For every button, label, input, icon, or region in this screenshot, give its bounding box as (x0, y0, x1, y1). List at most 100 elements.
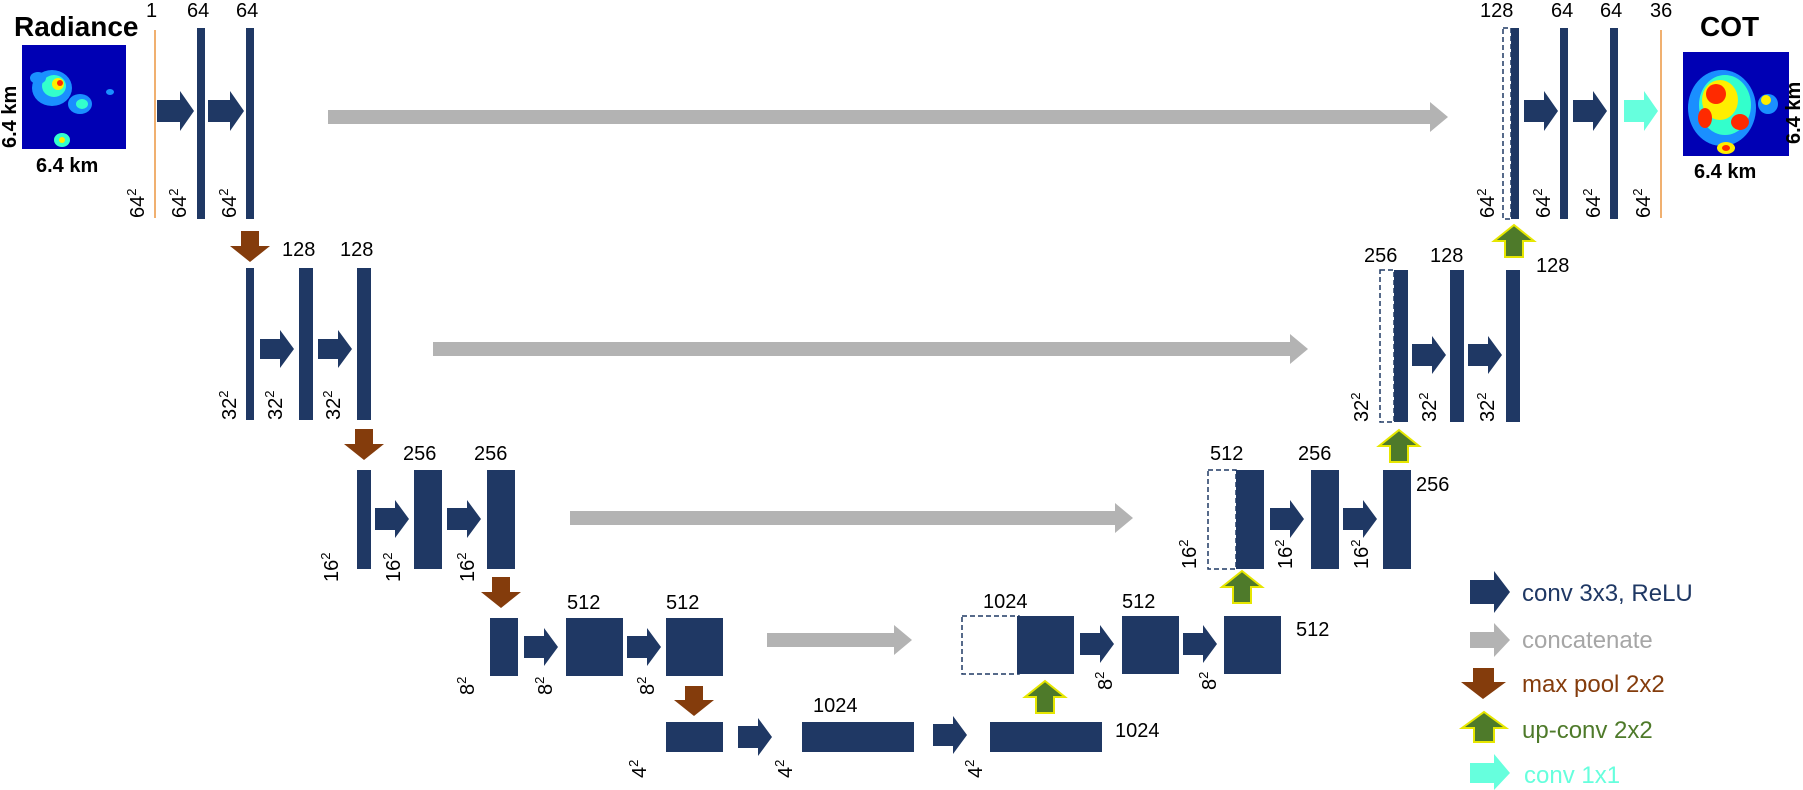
feature-map (357, 470, 371, 569)
channel-label: 64 (1551, 0, 1573, 22)
size-label: 642 (1474, 189, 1499, 218)
legend-label: conv 1x1 (1524, 762, 1620, 789)
conv-arrow-icon (1343, 500, 1377, 538)
size-label: 82 (454, 677, 479, 695)
legend: conv 3x3, ReLU concatenate max pool 2x2 … (1458, 571, 1693, 790)
size-label: 82 (1092, 672, 1117, 690)
legend-item: conv 1x1 (1470, 754, 1620, 790)
conv1x1-arrow-icon (1624, 91, 1658, 131)
feature-map (666, 618, 723, 676)
conv-arrow-icon (260, 330, 294, 368)
size-label: 642 (1530, 189, 1555, 218)
legend-item: up-conv 2x2 (1458, 710, 1653, 744)
channel-label: 256 (1416, 474, 1449, 496)
maxpool-arrow-icon (674, 686, 714, 716)
upconv-arrow-icon (1491, 223, 1537, 258)
feature-map (1017, 616, 1074, 674)
feature-map (490, 618, 518, 676)
input-side-label: 6.4 km (0, 86, 21, 148)
upconv-arrow-icon (1376, 428, 1422, 463)
conv-arrow-icon (157, 91, 194, 131)
maxpool-arrow-icon (230, 231, 270, 262)
conv-arrow-icon (627, 628, 661, 666)
conv-arrow-icon (1412, 336, 1446, 374)
feature-map (1610, 28, 1618, 219)
channel-label: 128 (1430, 245, 1463, 267)
copied-feature-map (1379, 269, 1395, 423)
conv-arrow-icon (1080, 625, 1114, 663)
channel-label: 36 (1650, 0, 1672, 22)
conv-arrow-icon (375, 500, 409, 538)
copied-feature-map (1207, 469, 1237, 570)
channel-label: 256 (1364, 245, 1397, 267)
feature-map (1394, 270, 1408, 422)
feature-map (1506, 270, 1520, 422)
feature-map (414, 470, 442, 569)
legend-label: up-conv 2x2 (1522, 717, 1653, 744)
feature-map (566, 618, 623, 676)
size-label: 642 (216, 189, 241, 218)
feature-map (1224, 616, 1281, 674)
feature-map (1450, 270, 1464, 422)
concat-arrow-icon (433, 334, 1308, 364)
conv-arrow-icon (1183, 625, 1217, 663)
conv-arrow-icon (933, 716, 967, 754)
feature-map (1511, 28, 1519, 219)
concat-arrow-icon (328, 102, 1448, 132)
feature-map (246, 268, 254, 420)
channel-label: 256 (474, 443, 507, 465)
channel-labels: 1 64 64 128 128 256 256 512 512 1024 102… (146, 0, 1672, 742)
copied-feature-map (961, 615, 1020, 675)
size-label: 322 (216, 391, 241, 420)
feature-map (299, 268, 313, 420)
size-label: 322 (1474, 393, 1499, 422)
concat-arrow-icon (767, 625, 912, 655)
size-label: 82 (1196, 672, 1221, 690)
size-label: 322 (320, 391, 345, 420)
feature-map (1122, 616, 1179, 674)
channel-label: 128 (1480, 0, 1513, 22)
channel-label: 128 (340, 239, 373, 261)
channel-label: 256 (403, 443, 436, 465)
legend-item: max pool 2x2 (1461, 668, 1665, 699)
size-label: 42 (772, 760, 797, 778)
feature-map (487, 470, 515, 569)
concat-arrow-icon (570, 503, 1133, 533)
channel-label: 512 (1296, 619, 1329, 641)
size-label: 162 (380, 553, 405, 582)
feature-maps (154, 27, 1662, 752)
operation-arrows (157, 91, 1658, 756)
channel-label: 1024 (983, 591, 1028, 613)
feature-map (666, 722, 723, 752)
copied-feature-map (1502, 27, 1512, 220)
feature-map (357, 268, 371, 420)
conv-arrow-icon (447, 500, 481, 538)
feature-map (1311, 470, 1339, 569)
channel-label: 128 (282, 239, 315, 261)
conv-arrow-icon (1573, 91, 1607, 131)
channel-label: 512 (567, 592, 600, 614)
maxpool-arrow-icon (481, 577, 521, 608)
channel-label: 1024 (813, 695, 858, 717)
feature-map (197, 28, 205, 219)
size-label: 642 (1630, 189, 1655, 218)
input-title: Radiance (14, 11, 139, 42)
output-bottom-label: 6.4 km (1694, 161, 1756, 183)
size-label: 162 (454, 553, 479, 582)
channel-label: 512 (1122, 591, 1155, 613)
channel-label: 64 (187, 0, 209, 22)
legend-item: concatenate (1470, 623, 1653, 657)
feature-map (990, 722, 1102, 752)
legend-label: max pool 2x2 (1522, 671, 1665, 698)
conv-arrow-icon (1470, 571, 1510, 613)
channel-label: 512 (1210, 443, 1243, 465)
input-heatmap (22, 45, 126, 149)
legend-label: concatenate (1522, 627, 1653, 654)
conv-arrow-icon (1468, 336, 1502, 374)
maxpool-arrow-icon (1461, 668, 1506, 699)
maxpool-arrow-icon (344, 429, 384, 460)
size-label: 82 (532, 677, 557, 695)
size-label: 162 (1348, 540, 1373, 569)
conv-arrow-icon (524, 628, 558, 666)
